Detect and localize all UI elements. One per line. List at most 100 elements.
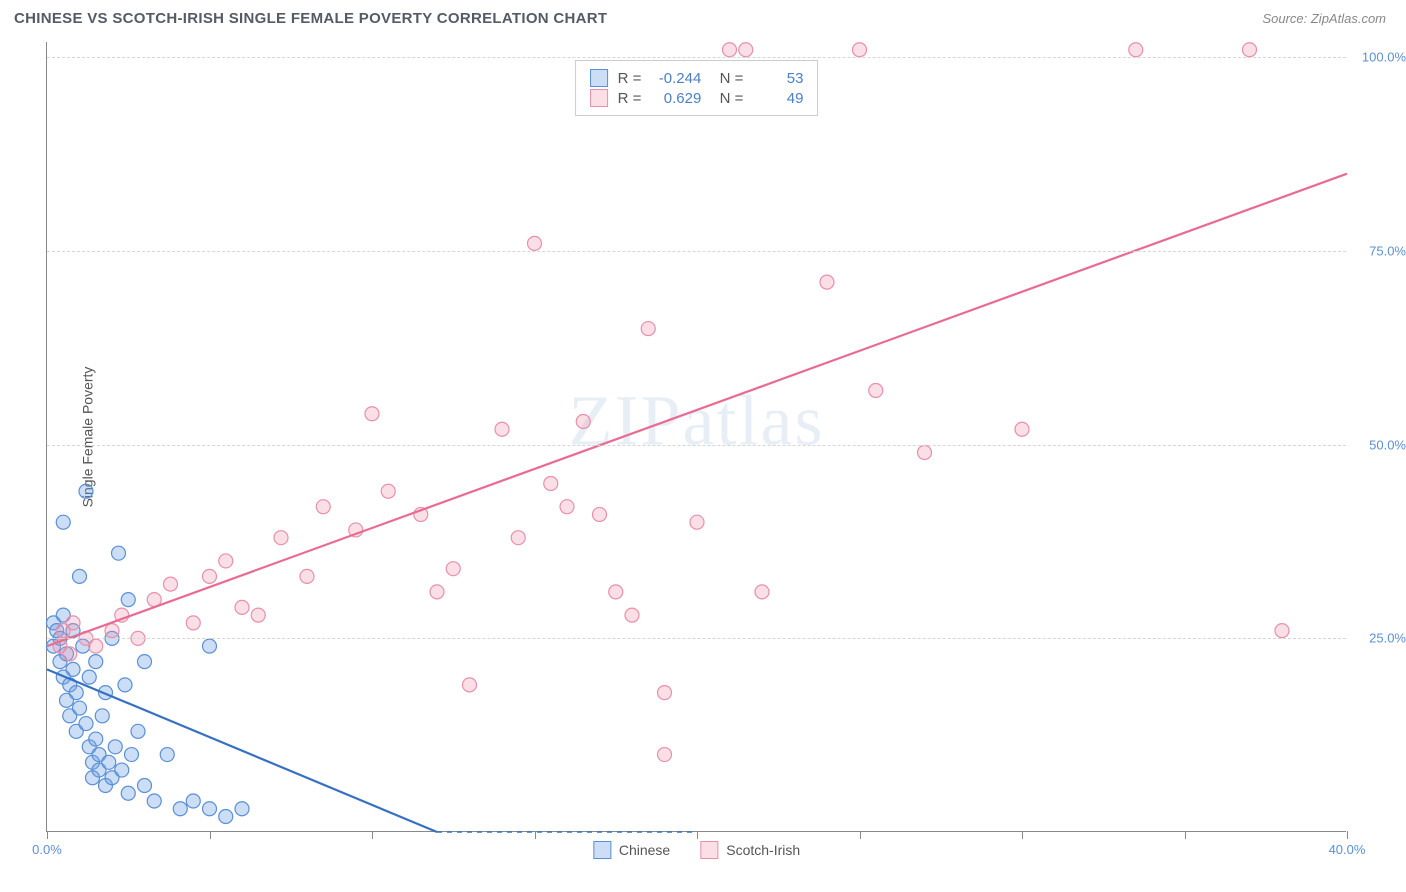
data-point xyxy=(164,577,178,591)
data-point xyxy=(138,655,152,669)
data-point xyxy=(160,748,174,762)
data-point xyxy=(66,616,80,630)
data-point xyxy=(739,43,753,57)
data-point xyxy=(138,779,152,793)
data-point xyxy=(658,748,672,762)
data-point xyxy=(381,484,395,498)
y-tick-label: 100.0% xyxy=(1362,50,1406,65)
data-point xyxy=(820,275,834,289)
legend-label-2: Scotch-Irish xyxy=(726,842,800,858)
data-point xyxy=(576,415,590,429)
data-point xyxy=(131,724,145,738)
data-point xyxy=(79,484,93,498)
data-point xyxy=(203,802,217,816)
data-point xyxy=(463,678,477,692)
data-point xyxy=(625,608,639,622)
x-tick xyxy=(1347,831,1348,839)
stats-row: R = -0.244 N = 53 xyxy=(590,69,804,87)
trend-line xyxy=(47,174,1347,646)
data-point xyxy=(918,445,932,459)
data-point xyxy=(495,422,509,436)
data-point xyxy=(609,585,623,599)
data-point xyxy=(89,655,103,669)
legend: Chinese Scotch-Irish xyxy=(593,841,800,859)
data-point xyxy=(63,647,77,661)
data-point xyxy=(112,546,126,560)
x-tick-label: 40.0% xyxy=(1329,842,1366,857)
data-point xyxy=(69,686,83,700)
data-point xyxy=(755,585,769,599)
data-point xyxy=(511,531,525,545)
data-point xyxy=(430,585,444,599)
r-value-2: 0.629 xyxy=(651,90,701,107)
data-point xyxy=(108,740,122,754)
gridline xyxy=(47,251,1346,252)
data-point xyxy=(690,515,704,529)
data-point xyxy=(73,701,87,715)
y-tick-label: 25.0% xyxy=(1369,631,1406,646)
x-tick xyxy=(1022,831,1023,839)
data-point xyxy=(89,639,103,653)
data-point xyxy=(79,717,93,731)
data-point xyxy=(560,500,574,514)
data-point xyxy=(251,608,265,622)
data-point xyxy=(528,236,542,250)
gridline xyxy=(47,57,1346,58)
data-point xyxy=(723,43,737,57)
data-point xyxy=(316,500,330,514)
correlation-stats-box: R = -0.244 N = 53 R = 0.629 N = 49 xyxy=(575,60,819,116)
data-point xyxy=(274,531,288,545)
data-point xyxy=(89,732,103,746)
data-point xyxy=(235,802,249,816)
r-value-1: -0.244 xyxy=(651,70,701,87)
n-value-2: 49 xyxy=(753,90,803,107)
legend-swatch-1 xyxy=(593,841,611,859)
data-point xyxy=(82,670,96,684)
data-point xyxy=(869,384,883,398)
data-point xyxy=(105,624,119,638)
data-point xyxy=(115,763,129,777)
data-point xyxy=(593,507,607,521)
data-point xyxy=(186,794,200,808)
x-tick-minor xyxy=(1185,831,1186,839)
data-point xyxy=(1243,43,1257,57)
series1-swatch xyxy=(590,69,608,87)
chart-title: CHINESE VS SCOTCH-IRISH SINGLE FEMALE PO… xyxy=(14,10,607,27)
data-point xyxy=(853,43,867,57)
stats-row: R = 0.629 N = 49 xyxy=(590,89,804,107)
data-point xyxy=(219,810,233,824)
data-point xyxy=(102,755,116,769)
data-point xyxy=(300,569,314,583)
gridline xyxy=(47,638,1346,639)
legend-label-1: Chinese xyxy=(619,842,670,858)
legend-item: Chinese xyxy=(593,841,670,859)
data-point xyxy=(66,662,80,676)
data-point xyxy=(235,600,249,614)
data-point xyxy=(544,476,558,490)
data-point xyxy=(1015,422,1029,436)
r-label: R = xyxy=(618,70,642,87)
data-point xyxy=(56,515,70,529)
data-point xyxy=(186,616,200,630)
r-label: R = xyxy=(618,90,642,107)
n-value-1: 53 xyxy=(753,70,803,87)
data-point xyxy=(147,794,161,808)
source-attribution: Source: ZipAtlas.com xyxy=(1262,11,1386,26)
series2-swatch xyxy=(590,89,608,107)
data-point xyxy=(446,562,460,576)
data-point xyxy=(121,786,135,800)
data-point xyxy=(95,709,109,723)
data-point xyxy=(118,678,132,692)
x-tick-minor xyxy=(535,831,536,839)
data-point xyxy=(73,569,87,583)
chart-plot-area: Single Female Poverty ZIPatlas 25.0%50.0… xyxy=(46,42,1346,832)
n-label: N = xyxy=(711,70,743,87)
data-point xyxy=(203,569,217,583)
y-tick-label: 50.0% xyxy=(1369,437,1406,452)
data-point xyxy=(203,639,217,653)
x-tick-label: 0.0% xyxy=(32,842,62,857)
data-point xyxy=(173,802,187,816)
gridline xyxy=(47,445,1346,446)
data-point xyxy=(219,554,233,568)
legend-item: Scotch-Irish xyxy=(700,841,800,859)
